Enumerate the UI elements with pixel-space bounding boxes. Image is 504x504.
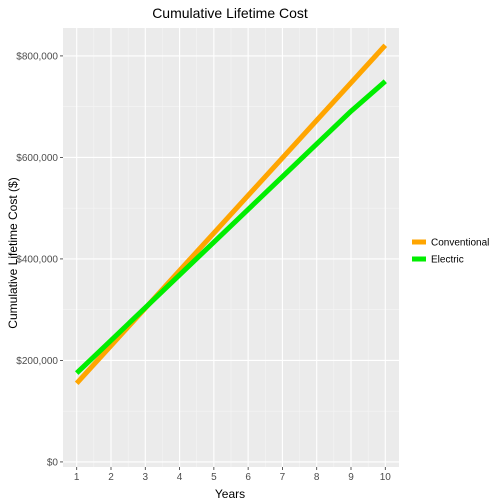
y-axis: $0 $200,000 $400,000 $600,000 $800,000: [16, 51, 63, 468]
chart-title: Cumulative Lifetime Cost: [152, 5, 308, 21]
legend: Conventional Electric: [412, 238, 489, 266]
minor-gridlines: [63, 28, 399, 467]
x-tick-label: 4: [177, 472, 183, 483]
x-tick-label: 1: [74, 472, 80, 483]
legend-label: Electric: [431, 255, 464, 266]
x-tick-label: 3: [143, 472, 149, 483]
y-tick-label: $0: [47, 457, 59, 468]
x-tick-label: 7: [280, 472, 286, 483]
major-gridlines: [63, 28, 399, 467]
legend-label: Conventional: [431, 238, 489, 249]
series-lines: [74, 43, 388, 385]
y-tick-label: $600,000: [16, 153, 58, 164]
x-tick-label: 8: [314, 472, 320, 483]
y-tick-label: $200,000: [16, 356, 58, 367]
x-axis: 1 2 3 4 5 6 7 8 9 10: [74, 467, 391, 483]
x-tick-label: 9: [348, 472, 354, 483]
x-axis-title: Years: [215, 487, 245, 501]
x-tick-label: 2: [108, 472, 114, 483]
x-tick-label: 5: [211, 472, 217, 483]
y-axis-title: Cumulative Lifetime Cost ($): [6, 177, 20, 328]
x-tick-label: 6: [245, 472, 251, 483]
series-line: [74, 79, 387, 375]
y-tick-label: $800,000: [16, 51, 58, 62]
x-tick-label: 10: [380, 472, 392, 483]
y-tick-label: $400,000: [16, 254, 58, 265]
